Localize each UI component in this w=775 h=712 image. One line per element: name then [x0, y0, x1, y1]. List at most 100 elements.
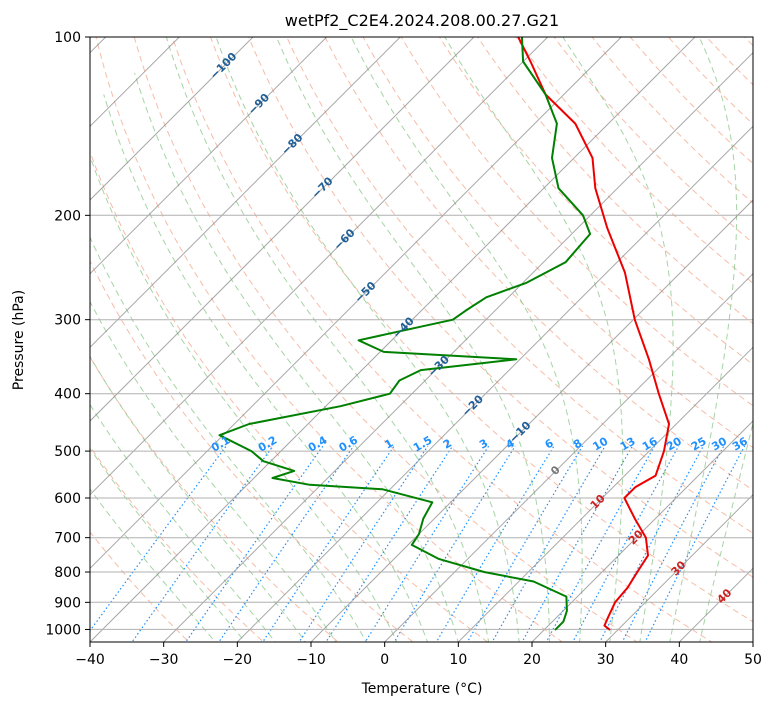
y-tick-label: 500 — [54, 444, 81, 460]
x-tick-label: −10 — [296, 652, 326, 668]
isotherm-line — [90, 37, 254, 201]
y-tick-label: 200 — [54, 208, 81, 224]
isotherm-line — [457, 346, 753, 642]
moist-adiabat — [90, 488, 216, 642]
isotherm-line — [752, 641, 753, 642]
mixing-ratio-line — [90, 445, 227, 632]
isotherm-label: −10 — [507, 419, 534, 446]
moist-adiabat — [90, 235, 367, 642]
dry-adiabat — [324, 37, 753, 491]
moist-adiabat — [215, 37, 520, 642]
dry-adiabat — [248, 37, 753, 578]
y-tick-label: 600 — [54, 491, 81, 507]
dry-adiabat — [209, 37, 753, 623]
pressure-gridlines — [90, 37, 753, 630]
y-tick-label: 300 — [54, 313, 81, 329]
axes: −40 −30 −20 −10 0 10 20 30 40 5010020030040050060… — [45, 30, 762, 668]
mixing-ratio-label: 6 — [543, 436, 556, 451]
x-tick-label: −30 — [149, 652, 179, 668]
mixing-ratio-line — [262, 445, 395, 642]
temperature-line — [517, 37, 670, 631]
mixing-ratio-line — [621, 445, 725, 642]
dry-adiabat — [90, 259, 414, 642]
dry-adiabat — [90, 531, 190, 642]
mixing-ratio-line — [393, 445, 516, 642]
isotherm-line — [90, 37, 549, 496]
moist-adiabat — [103, 94, 429, 642]
x-tick-label: 20 — [523, 652, 541, 668]
background-lines — [90, 10, 775, 654]
y-tick-label: 100 — [54, 30, 81, 46]
dry-adiabat — [629, 37, 753, 165]
y-tick-label: 800 — [54, 565, 81, 581]
isotherm-line — [90, 37, 622, 570]
dry-adiabat — [744, 37, 753, 47]
isotherm-line — [90, 37, 475, 422]
dry-adiabat — [133, 37, 638, 642]
moist-adiabat — [165, 37, 490, 642]
y-tick-label: 1000 — [45, 622, 81, 638]
mixing-ratio-line — [466, 445, 584, 642]
dry-adiabat — [90, 150, 489, 642]
mixing-ratio-label: 2 — [441, 437, 454, 452]
isotherm-line — [90, 37, 328, 275]
x-tick-label: 10 — [449, 652, 467, 668]
mixing-ratio-line — [218, 445, 355, 642]
chart-title: wetPf2_C2E4.2024.208.00.27.G21 — [285, 11, 559, 31]
y-tick-label: 700 — [54, 531, 81, 547]
mixing-ratio-line — [644, 445, 746, 642]
x-tick-label: −40 — [75, 652, 105, 668]
x-tick-label: 0 — [380, 652, 389, 668]
moist-adiabat — [276, 37, 550, 642]
dry-adiabat — [515, 37, 753, 284]
dry-adiabat — [95, 37, 564, 642]
sounding-series — [218, 37, 670, 631]
x-tick-label: 30 — [597, 652, 615, 668]
plot-frame — [89, 36, 754, 643]
isotherm-line — [678, 567, 753, 642]
isotherm-line — [310, 199, 753, 642]
moist-adiabat — [90, 447, 246, 642]
dry-adiabat — [362, 37, 753, 449]
dry-adiabat — [90, 445, 265, 642]
isotherm-line — [531, 420, 753, 642]
moist-adiabat — [90, 300, 337, 642]
moist-adiabat — [134, 72, 459, 642]
moist-adiabat — [699, 421, 753, 642]
x-tick-label: 40 — [670, 652, 688, 668]
moist-adiabat — [444, 37, 624, 642]
dry-adiabat — [90, 356, 340, 642]
isotherm-line — [163, 51, 753, 642]
mixing-ratio-line — [521, 445, 634, 642]
isotherm-line — [90, 37, 696, 642]
isotherm-line — [605, 493, 753, 642]
mixing-ratio-label: 3 — [477, 437, 490, 452]
moist-adiabat — [90, 355, 307, 642]
y-tick-label: 900 — [54, 595, 81, 611]
dry-adiabat — [400, 37, 753, 407]
moist-adiabat — [562, 37, 674, 642]
isotherm-label: −100 — [207, 50, 239, 82]
dry-adiabat — [756, 10, 775, 654]
isotherm-line — [384, 272, 753, 642]
dewpoint-line — [218, 37, 592, 631]
y-axis-title: Pressure (hPa) — [11, 290, 27, 390]
line-labels: 0.1 0.2 0.4 0.6 1 1.5 2 3 4 6 8 10 13 16 20 25 30 36−100−… — [207, 50, 750, 607]
isotherm-line — [90, 37, 401, 349]
dry-adiabat — [705, 37, 753, 86]
x-tick-label: 50 — [744, 652, 762, 668]
x-axis-title: Temperature (°C) — [361, 681, 483, 697]
moist-adiabat — [90, 154, 398, 642]
moist-adiabat — [669, 37, 738, 642]
moist-adiabat — [350, 37, 583, 642]
isotherm-line — [236, 125, 753, 642]
y-tick-label: 400 — [54, 387, 81, 403]
mixing-ratio-line — [491, 445, 606, 642]
dry-adiabat — [171, 37, 713, 642]
x-tick-label: −20 — [223, 652, 253, 668]
dry-adiabat — [438, 37, 753, 366]
dry-adiabat — [286, 37, 753, 534]
mixing-ratio-line — [298, 445, 429, 642]
